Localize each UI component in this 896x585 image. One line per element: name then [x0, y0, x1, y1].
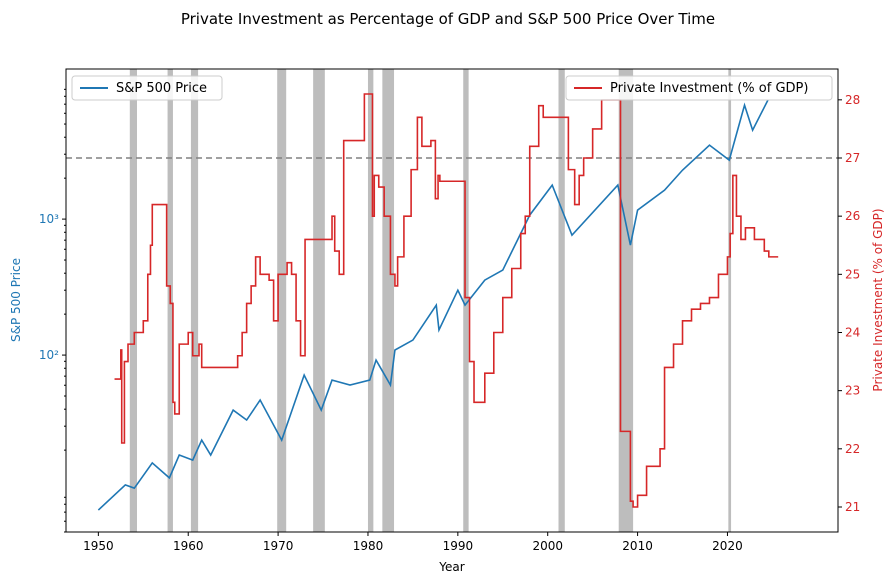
recession-band [277, 69, 287, 532]
x-tick-label: 2000 [532, 539, 563, 553]
recession-band [129, 69, 137, 532]
x-tick-label: 1950 [83, 539, 114, 553]
plot-frame [65, 68, 839, 533]
x-tick-label: 1970 [263, 539, 294, 553]
x-tick-label: 2010 [622, 539, 653, 553]
recession-band [313, 69, 325, 532]
recession-band [558, 69, 565, 532]
recession-band [190, 69, 199, 532]
y2-tick-label: 22 [845, 442, 860, 456]
recession-band [382, 69, 395, 532]
y-tick-label: 10³ [39, 212, 59, 226]
series-line [114, 93, 779, 508]
series-line [97, 99, 769, 511]
legend-label: Private Investment (% of GDP) [610, 81, 808, 96]
y2-tick-label: 26 [845, 209, 860, 223]
x-axis-label: Year [438, 560, 464, 574]
recession-band [463, 69, 469, 532]
legend-label: S&P 500 Price [116, 81, 207, 96]
recession-band [367, 69, 374, 532]
recession-band [618, 69, 634, 532]
legend-box [565, 75, 833, 101]
y2-tick-label: 27 [845, 151, 860, 165]
y2-tick-label: 24 [845, 325, 860, 339]
y2-tick-label: 23 [845, 384, 860, 398]
x-tick-label: 1990 [443, 539, 474, 553]
y2-axis-label: Private Investment (% of GDP) [871, 208, 885, 391]
recession-band [728, 69, 732, 532]
y2-tick-label: 25 [845, 267, 860, 281]
y-axis-label: S&P 500 Price [9, 258, 23, 342]
chart-title: Private Investment as Percentage of GDP … [181, 10, 715, 28]
x-tick-label: 1960 [173, 539, 204, 553]
x-tick-label: 1980 [353, 539, 384, 553]
y2-tick-label: 21 [845, 500, 860, 514]
y2-tick-label: 28 [845, 93, 860, 107]
x-tick-label: 2020 [712, 539, 743, 553]
legend-box [71, 75, 223, 101]
y-tick-label: 10² [39, 348, 59, 362]
